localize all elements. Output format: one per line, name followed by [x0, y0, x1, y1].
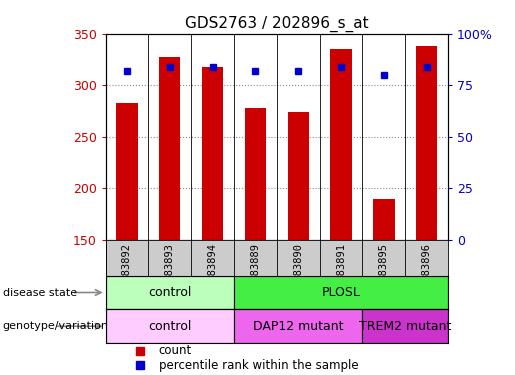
- Bar: [416, 46, 437, 240]
- Bar: [363, 309, 448, 343]
- Bar: [202, 67, 224, 240]
- Bar: [116, 103, 138, 240]
- Bar: [234, 309, 363, 343]
- Text: GSM83895: GSM83895: [379, 243, 389, 293]
- Text: GSM83890: GSM83890: [293, 243, 303, 293]
- Bar: [245, 108, 266, 240]
- Bar: [287, 112, 309, 240]
- Text: TREM2 mutant: TREM2 mutant: [359, 320, 452, 333]
- Text: count: count: [159, 345, 192, 357]
- Text: genotype/variation: genotype/variation: [3, 321, 109, 331]
- Text: percentile rank within the sample: percentile rank within the sample: [159, 358, 358, 372]
- Text: GSM83896: GSM83896: [422, 243, 432, 293]
- Bar: [330, 49, 352, 240]
- Text: GSM83891: GSM83891: [336, 243, 346, 293]
- Text: control: control: [148, 320, 192, 333]
- Text: PLOSL: PLOSL: [321, 286, 360, 299]
- Text: GSM83893: GSM83893: [165, 243, 175, 293]
- Bar: [106, 276, 234, 309]
- Bar: [234, 276, 448, 309]
- Bar: [159, 57, 180, 240]
- Text: disease state: disease state: [3, 288, 77, 297]
- Text: control: control: [148, 286, 192, 299]
- Bar: [106, 309, 234, 343]
- Text: GSM83889: GSM83889: [250, 243, 261, 293]
- Text: GSM83894: GSM83894: [208, 243, 218, 293]
- Title: GDS2763 / 202896_s_at: GDS2763 / 202896_s_at: [185, 16, 369, 32]
- Bar: [373, 199, 394, 240]
- Text: GSM83892: GSM83892: [122, 243, 132, 293]
- Text: DAP12 mutant: DAP12 mutant: [253, 320, 344, 333]
